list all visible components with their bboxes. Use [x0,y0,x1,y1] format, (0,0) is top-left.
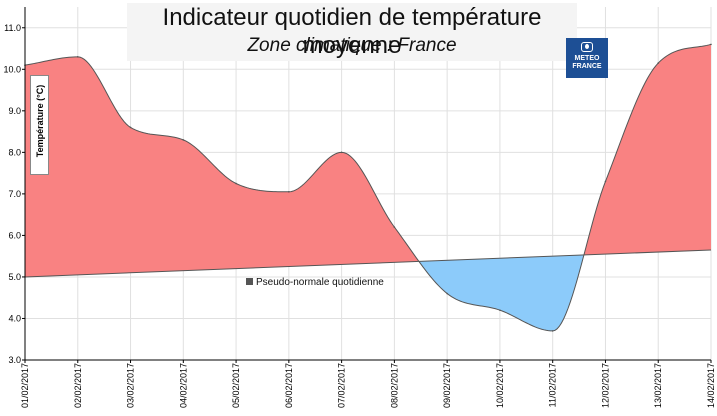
data-point [76,56,79,58]
x-tick-label: 08/02/2017 [389,363,399,408]
y-axis-label: Température (°C) [35,84,45,158]
data-point [657,62,660,64]
y-tick-label: 3.0 [8,355,21,365]
legend-label: Pseudo-normale quotidienne [256,277,384,288]
data-point [446,292,448,295]
logo-line-1: METEO [574,55,600,62]
data-point [288,191,290,193]
above-normal-fill [583,44,711,255]
y-tick-label: 8.0 [8,147,21,157]
chart-title: Indicateur quotidien de température moye… [162,4,542,59]
data-point [551,330,554,332]
title-background [127,3,577,61]
y-tick-label: 7.0 [8,189,21,199]
y-tick-label: 10.0 [3,64,21,74]
above-normal-fill [25,56,419,277]
data-point [182,139,185,141]
y-tick-label: 6.0 [8,230,21,240]
logo-text: METEO FRANCE [566,55,608,71]
logo-line-2: FRANCE [572,63,602,70]
x-tick-label: 05/02/2017 [231,363,241,408]
axes: 3.0 4.0 5.0 6.0 7.0 8.0 9.0 10.0 11.0 01/02/2017 0… [3,7,716,408]
x-tick-label: 12/02/2017 [600,363,610,408]
normal-line [24,249,712,278]
data-point [129,126,132,129]
x-tick-label: 07/02/2017 [337,363,347,408]
logo-icon [581,42,593,52]
legend: Pseudo-normale quotidienne [246,277,384,288]
x-tick-label: 03/02/2017 [126,363,136,408]
data-point [604,180,607,183]
data-point [235,182,237,185]
x-tick-label: 09/02/2017 [442,363,452,408]
below-normal-fill [418,254,584,331]
legend-swatch [246,278,253,285]
indicator-line [24,43,712,332]
x-tick-label: 13/02/2017 [653,363,663,408]
x-tick-label: 06/02/2017 [284,363,294,408]
y-tick-label: 4.0 [8,313,21,323]
series-lines [24,43,712,332]
x-tick-label: 11/02/2017 [548,363,558,407]
x-tick-label: 02/02/2017 [73,363,83,408]
data-point [710,43,712,46]
y-tick-label: 5.0 [8,272,21,282]
anomaly-fills [25,44,711,331]
meteo-france-logo: METEO FRANCE [566,38,608,78]
chart-subtitle: Zone climatique : France [247,35,457,56]
x-tick-label: 04/02/2017 [178,363,188,408]
y-tick-label: 11.0 [4,23,21,33]
y-axis-label-box: Température (°C) [30,75,49,175]
x-tick-label: 10/02/2017 [495,363,505,408]
data-point [499,309,501,311]
data-point [340,151,343,154]
x-tick-label: 01/02/2017 [20,363,30,408]
y-tick-label: 9.0 [8,106,21,116]
data-point [393,226,396,228]
x-tick-label: 14/02/2017 [706,363,716,408]
